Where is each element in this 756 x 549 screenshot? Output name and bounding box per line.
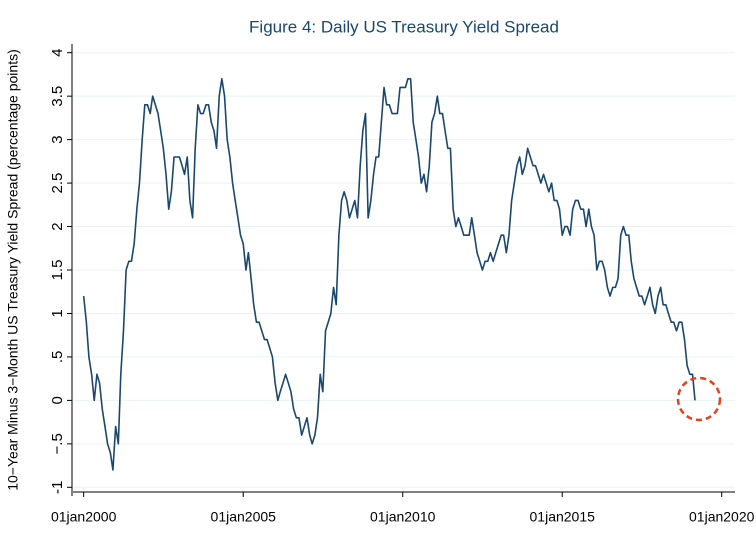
y-tick-label: .5	[49, 351, 66, 364]
x-tick-label: 01jan2010	[370, 509, 436, 525]
y-tick-label: 2.5	[49, 173, 66, 194]
y-tick-label: 1	[49, 309, 66, 317]
series-line	[82, 77, 696, 471]
y-tick-label: 3.5	[49, 86, 66, 107]
y-tick-label: 2	[49, 222, 66, 230]
x-tick-label: 01jan2020	[689, 509, 755, 525]
highlight-circle	[676, 376, 722, 422]
x-tick-label: 01jan2005	[211, 509, 277, 525]
y-tick-label: -1	[49, 481, 66, 494]
y-tick-label: −.5	[49, 433, 66, 454]
chart-title: Figure 4: Daily US Treasury Yield Spread	[249, 17, 559, 36]
y-tick-label: 1.5	[49, 260, 66, 281]
y-axis-title: 10−Year Minus 3−Month US Treasury Yield …	[5, 49, 21, 491]
x-tick-label: 01jan2015	[530, 509, 596, 525]
y-tick-label: 0	[49, 396, 66, 404]
y-tick-label: 3	[49, 135, 66, 143]
x-tick-label: 01jan2000	[51, 509, 117, 525]
y-tick-label: 4	[49, 49, 66, 57]
